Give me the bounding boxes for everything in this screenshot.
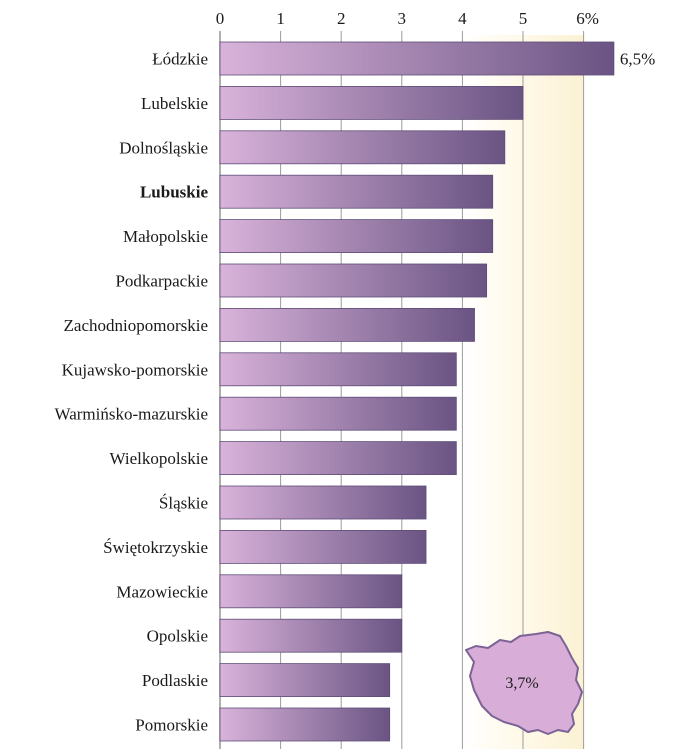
bar: [219, 396, 457, 431]
category-label: Opolskie: [147, 627, 208, 646]
category-label: Śląskie: [159, 494, 208, 513]
category-label: Pomorskie: [135, 716, 208, 735]
bar: [219, 86, 524, 120]
bar: [219, 441, 457, 476]
x-tick-label: 4: [458, 9, 467, 28]
x-tick-label: 6%: [576, 9, 599, 28]
category-label: Łódzkie: [152, 50, 208, 69]
bar: [219, 352, 457, 387]
national-average-label: 3,7%: [505, 675, 538, 692]
x-tick-label: 1: [276, 9, 285, 28]
category-label: Małopolskie: [123, 227, 208, 246]
x-tick-label: 3: [398, 9, 407, 28]
bar: [219, 707, 391, 742]
bar: [219, 618, 403, 653]
bar: [219, 263, 488, 298]
category-label: Podkarpackie: [115, 272, 208, 291]
category-label: Zachodniopomorskie: [64, 316, 208, 335]
bar: [219, 41, 615, 76]
category-label: Warmińsko-mazurskie: [55, 405, 208, 424]
category-label: Świętokrzyskie: [103, 538, 208, 557]
data-label: 6,5%: [620, 50, 655, 69]
bar: [219, 530, 427, 564]
category-label: Wielkopolskie: [110, 449, 208, 468]
poland-map-shape: [465, 631, 583, 735]
category-label: Lubuskie: [140, 183, 208, 202]
x-tick-label: 5: [519, 9, 528, 28]
category-label: Dolnośląskie: [119, 138, 208, 157]
bar: [219, 485, 427, 520]
category-label: Mazowieckie: [116, 582, 208, 601]
bar: [219, 574, 403, 609]
bar: [219, 130, 506, 165]
category-label: Podlaskie: [142, 671, 208, 690]
bar: [219, 663, 391, 697]
poland-map-icon: 3,7%: [465, 631, 583, 735]
x-tick-label: 0: [216, 9, 225, 28]
category-label: Kujawsko-pomorskie: [62, 360, 208, 379]
bar: [219, 219, 494, 254]
x-tick-label: 2: [337, 9, 346, 28]
bar: [219, 307, 475, 342]
bar: [219, 174, 494, 209]
category-label: Lubelskie: [141, 94, 208, 113]
